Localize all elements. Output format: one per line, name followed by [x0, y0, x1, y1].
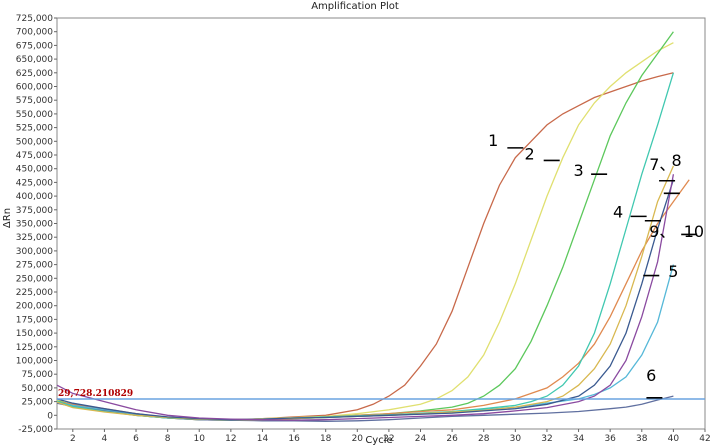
- series-line-9: [56, 179, 675, 421]
- y-tick-label: 0: [47, 411, 53, 421]
- y-tick-label: 400,000: [16, 192, 53, 202]
- x-tick-label: 14: [257, 434, 269, 444]
- chart-title: Amplification Plot: [311, 1, 399, 12]
- x-tick-label: 24: [415, 434, 427, 444]
- y-tick-label: 525,000: [16, 124, 53, 134]
- y-tick-label: 425,000: [16, 178, 53, 188]
- x-tick-label: 36: [604, 434, 616, 444]
- x-tick-label: 32: [541, 434, 552, 444]
- annotation-label: 2: [524, 144, 534, 163]
- x-tick-label: 16: [288, 434, 300, 444]
- annotation-label: 1: [488, 131, 498, 150]
- series-line-10: [56, 174, 675, 421]
- y-tick-label: 550,000: [16, 110, 53, 120]
- y-tick-label: 625,000: [16, 69, 53, 79]
- y-tick-label: 600,000: [16, 83, 53, 93]
- x-tick-label: 40: [668, 434, 680, 444]
- annotation-label: 3: [573, 161, 583, 180]
- y-tick-label: 300,000: [16, 247, 53, 257]
- y-tick-label: 325,000: [16, 233, 53, 243]
- y-tick-label: 150,000: [16, 329, 53, 339]
- y-tick-label: 225,000: [16, 288, 53, 298]
- x-tick-label: 38: [636, 434, 648, 444]
- x-tick-label: 20: [352, 434, 364, 444]
- x-tick-label: 12: [225, 434, 236, 444]
- y-tick-label: 725,000: [16, 14, 53, 24]
- y-tick-label: 200,000: [16, 302, 53, 312]
- annotation-label: 4: [613, 202, 623, 221]
- annotation-label: 5: [668, 262, 678, 281]
- x-tick-label: 26: [446, 434, 458, 444]
- x-tick-label: 2: [70, 434, 76, 444]
- y-tick-label: 50,000: [22, 384, 54, 394]
- y-tick-label: 175,000: [16, 315, 53, 325]
- x-tick-label: 22: [383, 434, 394, 444]
- x-tick-label: 6: [133, 434, 139, 444]
- annotation-label: 10: [684, 222, 704, 241]
- y-tick-label: 675,000: [16, 41, 53, 51]
- y-tick-label: 575,000: [16, 96, 53, 106]
- y-tick-label: -25,000: [18, 425, 53, 435]
- x-tick-label: 18: [320, 434, 332, 444]
- x-tick-label: 10: [194, 434, 206, 444]
- y-tick-label: 275,000: [16, 261, 53, 271]
- y-tick-label: 700,000: [16, 28, 53, 38]
- x-tick-label: 8: [165, 434, 171, 444]
- threshold-label: 29,728.210829: [58, 389, 133, 399]
- x-tick-label: 28: [478, 434, 490, 444]
- y-tick-label: 75,000: [22, 370, 54, 380]
- y-tick-label: 650,000: [16, 55, 53, 65]
- plot-area: -25,000 0 25,000 50,000 75,000 100,000 125,000…: [16, 14, 710, 444]
- y-tick-label: 250,000: [16, 274, 53, 284]
- x-tick-label: 4: [102, 434, 108, 444]
- y-tick-label: 450,000: [16, 165, 53, 175]
- y-tick-label: 475,000: [16, 151, 53, 161]
- annotation-label: 9、: [649, 222, 675, 241]
- y-tick-label: 350,000: [16, 220, 53, 230]
- x-axis-title: Cycle: [365, 435, 392, 446]
- y-tick-label: 125,000: [16, 343, 53, 353]
- x-tick-label: 42: [699, 434, 710, 444]
- annotation-label: 6: [646, 366, 656, 385]
- x-tick-label: 34: [573, 434, 585, 444]
- y-tick-label: 25,000: [22, 398, 54, 408]
- y-axis-title: ΔRn: [2, 208, 13, 228]
- y-tick-label: 100,000: [16, 357, 53, 367]
- annotation-label: 8: [671, 151, 681, 170]
- annotation-label: 7、: [649, 155, 675, 174]
- x-tick-label: 30: [510, 434, 522, 444]
- y-tick-label: 375,000: [16, 206, 53, 216]
- y-tick-label: 500,000: [16, 137, 53, 147]
